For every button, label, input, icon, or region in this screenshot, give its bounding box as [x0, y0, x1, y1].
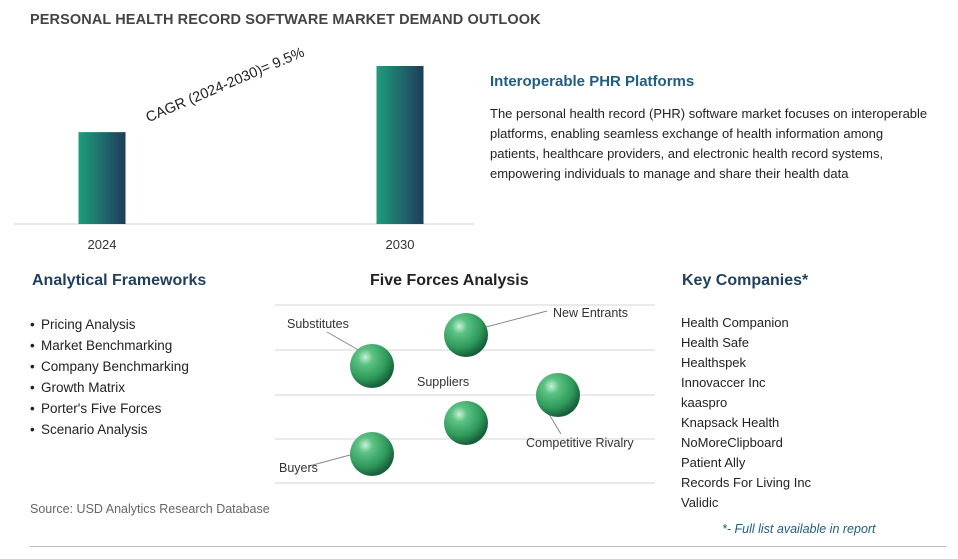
framework-item: Market Benchmarking: [30, 335, 189, 356]
competitive-rivalry-sphere: [536, 373, 580, 417]
platform-description: The personal health record (PHR) softwar…: [490, 106, 928, 181]
five-forces-title: Five Forces Analysis: [370, 272, 529, 289]
company-item: Health Safe: [681, 335, 749, 350]
framework-item: Pricing Analysis: [30, 314, 189, 335]
company-item: NoMoreClipboard: [681, 435, 783, 450]
buyers-sphere: [350, 432, 394, 476]
five-forces-svg: Substitutes New Entrants Suppliers Compe…: [275, 304, 655, 484]
chart-svg: 2024 2030: [14, 66, 474, 252]
demand-bar-chart: 2024 2030: [14, 40, 474, 255]
footer-divider: [30, 546, 946, 547]
company-item: Healthspek: [681, 355, 747, 370]
five-forces-diagram: Substitutes New Entrants Suppliers Compe…: [275, 296, 655, 486]
company-item: Health Companion: [681, 315, 789, 330]
x-tick-label: 2030: [386, 237, 415, 252]
framework-item: Scenario Analysis: [30, 419, 189, 440]
x-tick-label: 2024: [88, 237, 117, 252]
frameworks-title: Analytical Frameworks: [32, 272, 207, 289]
buyers-label: Buyers: [279, 461, 318, 475]
substitutes-sphere: [350, 344, 394, 388]
suppliers-label: Suppliers: [417, 375, 469, 389]
source-note: Source: USD Analytics Research Database: [30, 502, 270, 516]
company-item: Knapsack Health: [681, 415, 780, 430]
new-entrants-sphere: [444, 313, 488, 357]
platform-heading: Interoperable PHR Platforms: [490, 73, 695, 90]
company-item: Validic: [681, 495, 719, 510]
bar-2024: [78, 132, 126, 224]
frameworks-list: Pricing Analysis Market Benchmarking Com…: [30, 314, 189, 440]
company-item: Innovaccer Inc: [681, 375, 766, 390]
full-list-note: *- Full list available in report: [722, 522, 876, 536]
bar-2030: [376, 66, 424, 224]
company-item: kaaspro: [681, 395, 728, 410]
competitive-rivalry-label: Competitive Rivalry: [526, 436, 634, 450]
company-item: Patient Ally: [681, 455, 746, 470]
companies-title: Key Companies*: [682, 272, 809, 289]
new-entrants-label: New Entrants: [553, 306, 628, 320]
substitutes-label: Substitutes: [287, 317, 349, 331]
framework-item: Porter's Five Forces: [30, 398, 189, 419]
suppliers-sphere: [444, 401, 488, 445]
companies-list: Health Companion Health Safe Healthspek …: [681, 313, 811, 513]
page-title: PERSONAL HEALTH RECORD SOFTWARE MARKET D…: [30, 12, 541, 28]
company-item: Records For Living Inc: [681, 475, 812, 490]
framework-item: Growth Matrix: [30, 377, 189, 398]
framework-item: Company Benchmarking: [30, 356, 189, 377]
